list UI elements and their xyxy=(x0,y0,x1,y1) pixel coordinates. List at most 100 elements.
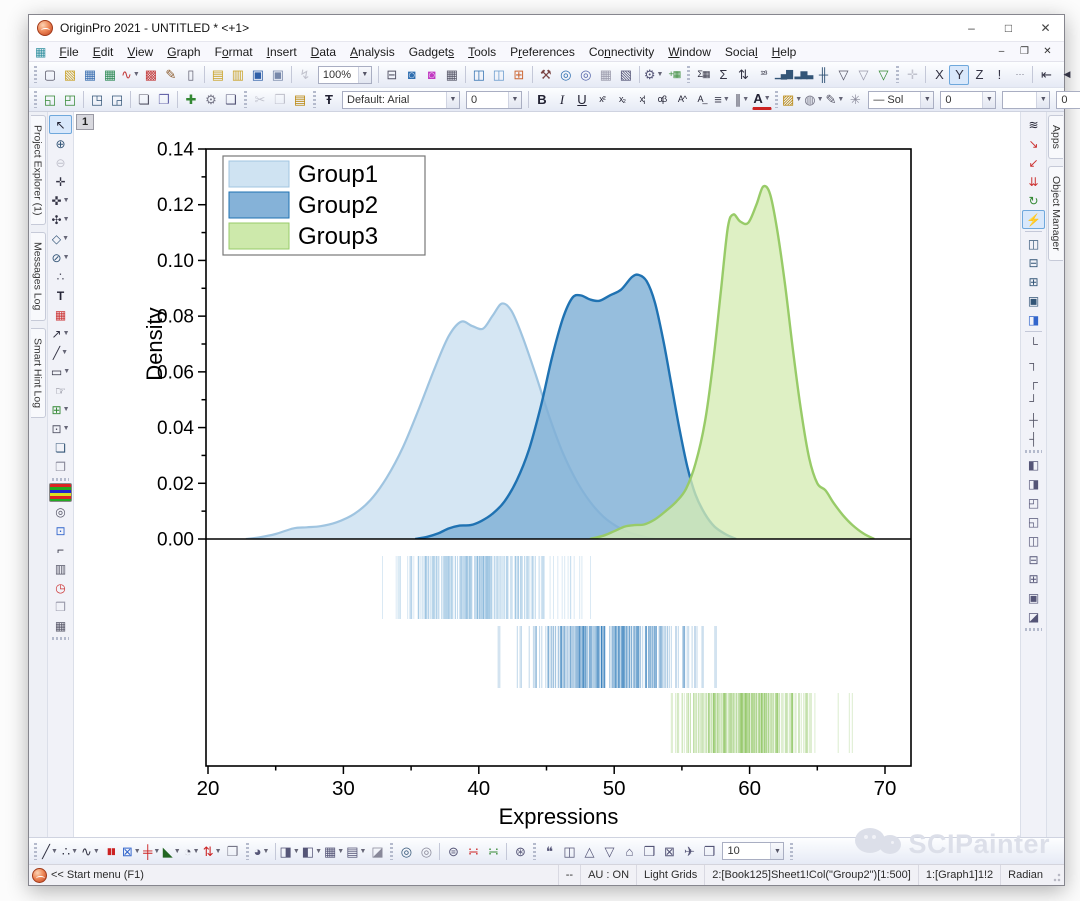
line-style-combo[interactable]: — Sol ▼ xyxy=(868,90,935,109)
lock-button[interactable]: ⌂ xyxy=(625,843,634,859)
image-plot-button[interactable]: ◪ xyxy=(371,843,384,859)
align-bottom-button[interactable]: ◱ xyxy=(1027,514,1040,529)
gear-button[interactable]: ⚙ ▼ xyxy=(643,67,664,82)
rescale-page-button[interactable]: ◱ xyxy=(43,92,57,107)
box-chart-button[interactable]: ╪ ▼ xyxy=(143,843,161,859)
3d-bar-button[interactable]: ◨ ▼ xyxy=(279,843,300,859)
start-menu[interactable]: << Start menu (F1) xyxy=(31,867,144,883)
y-axis-title[interactable]: Density xyxy=(142,307,167,380)
gear-button-dropdown-icon[interactable]: ▼ xyxy=(656,71,664,78)
add-left-y-layer-tool[interactable]: ⊟ xyxy=(1028,255,1039,270)
rectangle-tool-dropdown-icon[interactable]: ▼ xyxy=(63,368,71,375)
line-color-button[interactable]: ✎ ▼ xyxy=(825,92,845,107)
digitizer-button[interactable]: ⚒ xyxy=(540,67,552,82)
menu-window[interactable]: Window xyxy=(668,44,711,59)
merge-graphs-button[interactable]: ✚ xyxy=(185,92,197,107)
data-highlighter-tool-dropdown-icon[interactable]: ▼ xyxy=(62,216,70,223)
x-axis-title[interactable]: Expressions xyxy=(499,804,619,829)
layer-management-button[interactable]: ❑ xyxy=(225,92,237,107)
window-properties-button[interactable]: ▧ xyxy=(619,67,632,82)
duplicate-window-button[interactable]: ◫ xyxy=(472,67,485,82)
contour-plot-button-dropdown-icon[interactable]: ▼ xyxy=(337,847,345,855)
line-color-button-dropdown-icon[interactable]: ▼ xyxy=(837,96,845,103)
find-worksheet-button[interactable]: ◎ xyxy=(580,67,592,82)
toolbar-grip[interactable] xyxy=(1025,628,1042,631)
toolbar-grip[interactable] xyxy=(34,66,37,83)
align-vcenter-button[interactable]: ◫ xyxy=(1027,533,1040,548)
paste-format-button[interactable]: ❐ xyxy=(158,92,170,107)
paste-button[interactable]: ▤ xyxy=(293,92,307,107)
maximize-button[interactable]: □ xyxy=(1004,21,1013,35)
dock-tab-project-explorer-1[interactable]: Project Explorer (1) xyxy=(30,115,46,226)
disable-filter-button[interactable]: ▽ xyxy=(858,67,869,82)
object-size-combo[interactable]: 10 ▼ xyxy=(722,842,785,860)
set-z-column-button[interactable]: Z xyxy=(975,67,984,82)
toolbar-grip[interactable] xyxy=(533,842,537,860)
sort-button[interactable]: ⇅ xyxy=(737,67,749,82)
bottom-right-axes-tool[interactable]: ┘ xyxy=(1029,393,1038,408)
line-style-combo-dropdown-icon[interactable]: ▼ xyxy=(920,91,934,108)
data-reader-tool-dropdown-icon[interactable]: ▼ xyxy=(62,197,70,204)
pan-tool[interactable]: ☞ xyxy=(55,383,66,398)
highlight-button[interactable]: ✳ xyxy=(849,92,861,107)
ascending-bars-button[interactable]: ▁▄▇ xyxy=(774,69,793,79)
fit-layer-button[interactable]: ◳ xyxy=(90,92,104,107)
decrease-font-button[interactable]: A_ xyxy=(697,94,707,104)
worksheet-tool[interactable]: ▦ xyxy=(54,618,67,633)
new-notes-button[interactable]: ▯ xyxy=(187,67,195,82)
new-workbook-button[interactable]: ▦ xyxy=(83,67,97,82)
border-color-combo-dropdown-icon[interactable]: ▼ xyxy=(1036,91,1050,108)
mask-range-button[interactable]: ⊜ xyxy=(448,843,459,859)
fill-color-button-dropdown-icon[interactable]: ▼ xyxy=(795,96,803,103)
set-y-column-button[interactable]: Y xyxy=(949,64,970,85)
menu-preferences[interactable]: Preferences xyxy=(510,44,575,59)
3d-surface-button-dropdown-icon[interactable]: ▼ xyxy=(315,847,322,855)
toolbar-grip[interactable] xyxy=(34,91,37,108)
align-left-button[interactable]: ◧ xyxy=(1027,457,1040,472)
toolbar-grip[interactable] xyxy=(34,842,37,860)
previous-window-button[interactable]: ◀ xyxy=(1063,69,1070,79)
align-top-button[interactable]: ◰ xyxy=(1027,495,1040,510)
dock-tab-apps[interactable]: Apps xyxy=(1048,115,1063,159)
rescale-xy-tool[interactable]: ↙ xyxy=(1028,155,1039,170)
pie-chart-button[interactable]: ◕ ▼ xyxy=(253,843,270,859)
date-time-tool[interactable]: ◷ xyxy=(55,580,66,595)
boxplot-button[interactable]: ╫ xyxy=(818,67,829,82)
menu-gadgets[interactable]: Gadgets xyxy=(408,44,455,59)
distribute-text-button[interactable]: ∥ ▼ xyxy=(734,92,750,107)
line-symbol-plot-button[interactable]: ∿ ▼ xyxy=(81,843,100,859)
data-highlighter-tool[interactable]: ✣ ▼ xyxy=(51,212,70,227)
zoom-out-graph-button[interactable]: ◎ xyxy=(420,843,433,859)
polar-plot-button[interactable]: ◔ ▼ xyxy=(183,843,200,859)
save-project-button[interactable]: ▣ xyxy=(251,67,264,82)
add-inset-layer-tool[interactable]: ▣ xyxy=(1027,293,1040,308)
add-text-button[interactable]: ❝ xyxy=(545,843,553,859)
fill-color-button[interactable]: ▨ ▼ xyxy=(782,92,803,107)
insert-word-object-tool[interactable]: ❏ xyxy=(55,440,66,455)
graph-window[interactable]: 1 0.00 0.02 0.04 0.06 0.08 0.10 0.12 0.14 20 30 40… xyxy=(74,112,1020,837)
rescale-axis-tool[interactable]: ↘ xyxy=(1028,136,1039,151)
data-reader-tool[interactable]: ✜ ▼ xyxy=(51,193,70,208)
rectangle-tool[interactable]: ▭ ▼ xyxy=(50,364,71,379)
refresh-graph-tool[interactable]: ↻ xyxy=(1028,193,1039,208)
italic-button[interactable]: I xyxy=(559,92,565,107)
mdi-restore-button[interactable]: ❐ xyxy=(1020,46,1029,57)
add-inset-data-tool[interactable]: ◨ xyxy=(1027,312,1040,327)
top-right-axes-tool[interactable]: ┐ xyxy=(1029,355,1038,370)
insert-graph-tool[interactable]: ⊞ ▼ xyxy=(51,402,70,417)
increase-font-button[interactable]: A^ xyxy=(677,94,687,104)
zoom-combo-dropdown-icon[interactable]: ▼ xyxy=(357,66,371,83)
toolbar-grip[interactable] xyxy=(775,91,778,108)
line-plot-button-dropdown-icon[interactable]: ▼ xyxy=(50,847,58,855)
distribute-text-button-dropdown-icon[interactable]: ▼ xyxy=(742,96,750,103)
graph-page-tab[interactable]: 1 xyxy=(76,114,94,130)
greek-button[interactable]: αβ xyxy=(657,94,667,104)
column-scroller-tool[interactable]: ▥ xyxy=(54,561,67,576)
print-button[interactable]: ⊟ xyxy=(386,67,398,82)
command-window-button[interactable]: ◙ xyxy=(427,67,436,82)
resize-object-button[interactable]: ⊠ xyxy=(664,843,675,859)
draw-table-tool[interactable]: ▦ xyxy=(54,307,67,322)
align-right-button[interactable]: ◨ xyxy=(1027,476,1040,491)
insert-object-tool[interactable]: ❒ xyxy=(55,459,66,474)
set-x-column-button[interactable]: X xyxy=(935,67,944,82)
